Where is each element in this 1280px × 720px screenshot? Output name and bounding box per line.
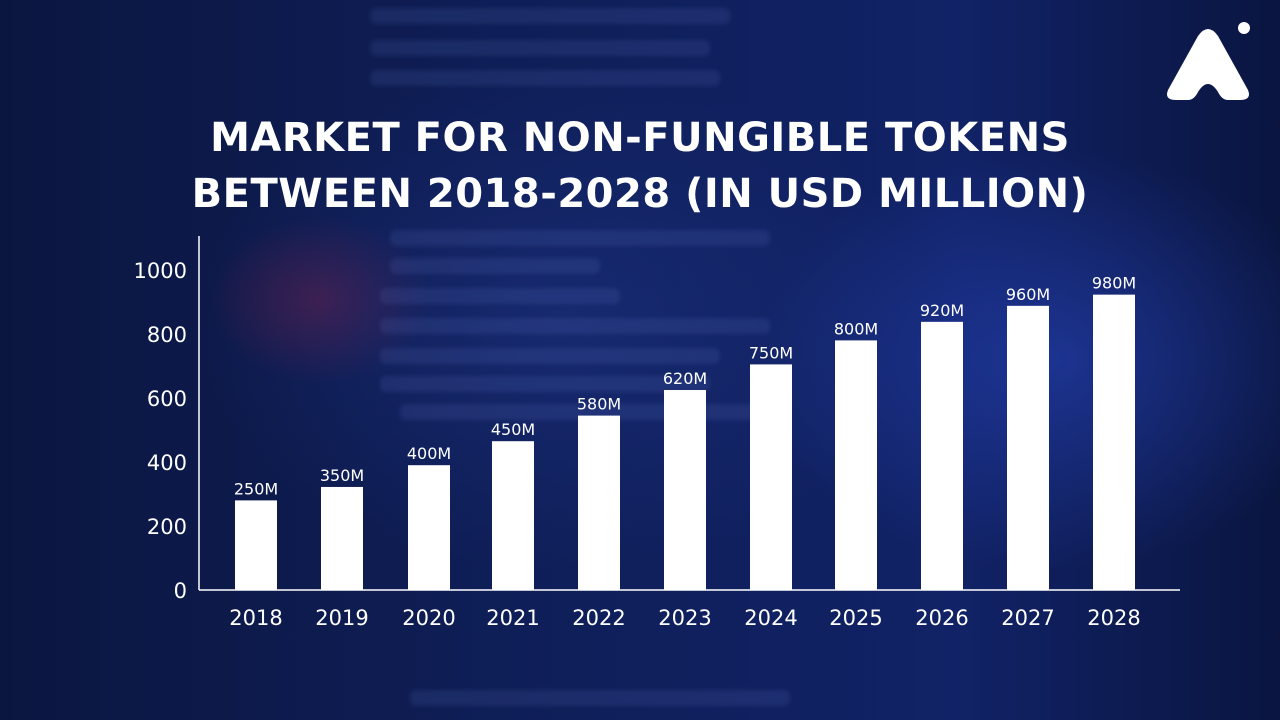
chart-title-line-2: BETWEEN 2018-2028 (IN USD MILLION) [191, 171, 1089, 217]
x-tick-2018: 2018 [229, 606, 282, 630]
bar-2019 [321, 486, 363, 590]
y-tick-400: 400 [147, 451, 187, 475]
bars-group [235, 294, 1135, 590]
data-label-2025: 800M [834, 319, 878, 338]
x-tick-2021: 2021 [486, 606, 539, 630]
y-tick-600: 600 [147, 387, 187, 411]
data-label-2022: 580M [577, 395, 621, 414]
x-tick-2023: 2023 [658, 606, 711, 630]
bar-2020 [408, 465, 450, 590]
x-axis-ticks: 2018 2019 2020 2021 2022 2023 2024 2025 2026 2027… [229, 606, 1140, 630]
data-label-2018: 250M [234, 479, 278, 498]
x-tick-2019: 2019 [315, 606, 368, 630]
x-tick-2020: 2020 [402, 606, 455, 630]
data-label-2020: 400M [407, 444, 451, 463]
bar-2025 [835, 340, 877, 590]
y-axis-ticks: 0 200 400 600 800 1000 [134, 259, 187, 603]
bar-2026 [921, 321, 963, 590]
bar-2028 [1093, 294, 1135, 590]
bar-2021 [492, 441, 534, 590]
y-tick-800: 800 [147, 323, 187, 347]
bar-2018 [235, 500, 277, 590]
x-tick-2027: 2027 [1001, 606, 1054, 630]
x-tick-2026: 2026 [915, 606, 968, 630]
data-label-2028: 980M [1092, 274, 1136, 293]
y-tick-0: 0 [174, 579, 187, 603]
data-label-2026: 920M [920, 301, 964, 320]
data-label-2023: 620M [663, 369, 707, 388]
bar-2027 [1007, 305, 1049, 590]
data-label-2024: 750M [749, 343, 793, 362]
data-labels-group: 250M 350M 400M 450M 580M 620M 750M 800M 920M 960M… [234, 274, 1136, 499]
data-label-2021: 450M [491, 420, 535, 439]
x-tick-2025: 2025 [829, 606, 882, 630]
brand-a-logo-icon [1167, 22, 1250, 100]
bar-2022 [578, 415, 620, 590]
x-tick-2028: 2028 [1087, 606, 1140, 630]
data-label-2019: 350M [320, 466, 364, 485]
bar-2023 [664, 390, 706, 590]
x-tick-2022: 2022 [572, 606, 625, 630]
bar-2024 [750, 364, 792, 590]
x-tick-2024: 2024 [744, 606, 797, 630]
data-label-2027: 960M [1006, 285, 1050, 304]
chart-title: MARKET FOR NON-FUNGIBLE TOKENS BETWEEN 2… [0, 110, 1280, 222]
y-tick-200: 200 [147, 515, 187, 539]
y-tick-1000: 1000 [134, 259, 187, 283]
chart-title-line-1: MARKET FOR NON-FUNGIBLE TOKENS [210, 115, 1070, 161]
